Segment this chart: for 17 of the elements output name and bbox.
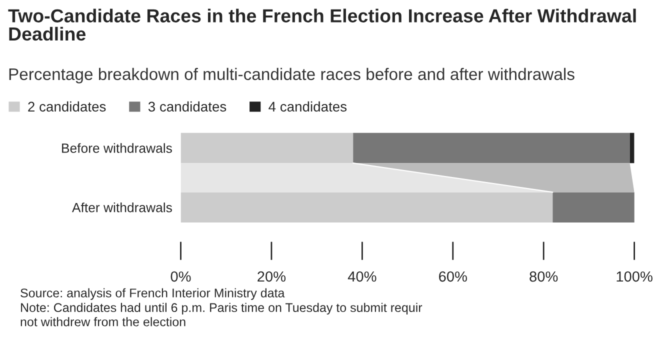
x-tick-label: 100% [616,271,652,282]
x-tick-label: 0% [170,271,191,282]
legend-label: 2 candidates [28,101,106,112]
legend-label: 4 candidates [268,101,347,112]
chart-subtitle: Percentage breakdown of multi-candidate races before and after withdrawals [9,68,574,84]
text: not withdrew from the election [20,317,186,326]
source-note: Source: analysis of French Interior Ministry data [20,288,285,300]
bar [552,192,634,222]
x-tick-label: 80% [530,271,558,282]
x-tick-label: 60% [439,271,467,282]
x-tick-label: 20% [258,271,286,282]
x-tick-label: 40% [348,271,376,282]
legend-label: 3 candidates [148,101,226,112]
chart-title: Two-Candidate Races in the French Election Increase After Withdrawal Deadline [8,8,636,41]
y-tick-label: After withdrawals [72,202,172,212]
y-tick-label: Before withdrawals [62,143,172,153]
text: Note: Candidates had until 6 p.m. Paris time on Tuesday to submit requir [21,302,422,314]
